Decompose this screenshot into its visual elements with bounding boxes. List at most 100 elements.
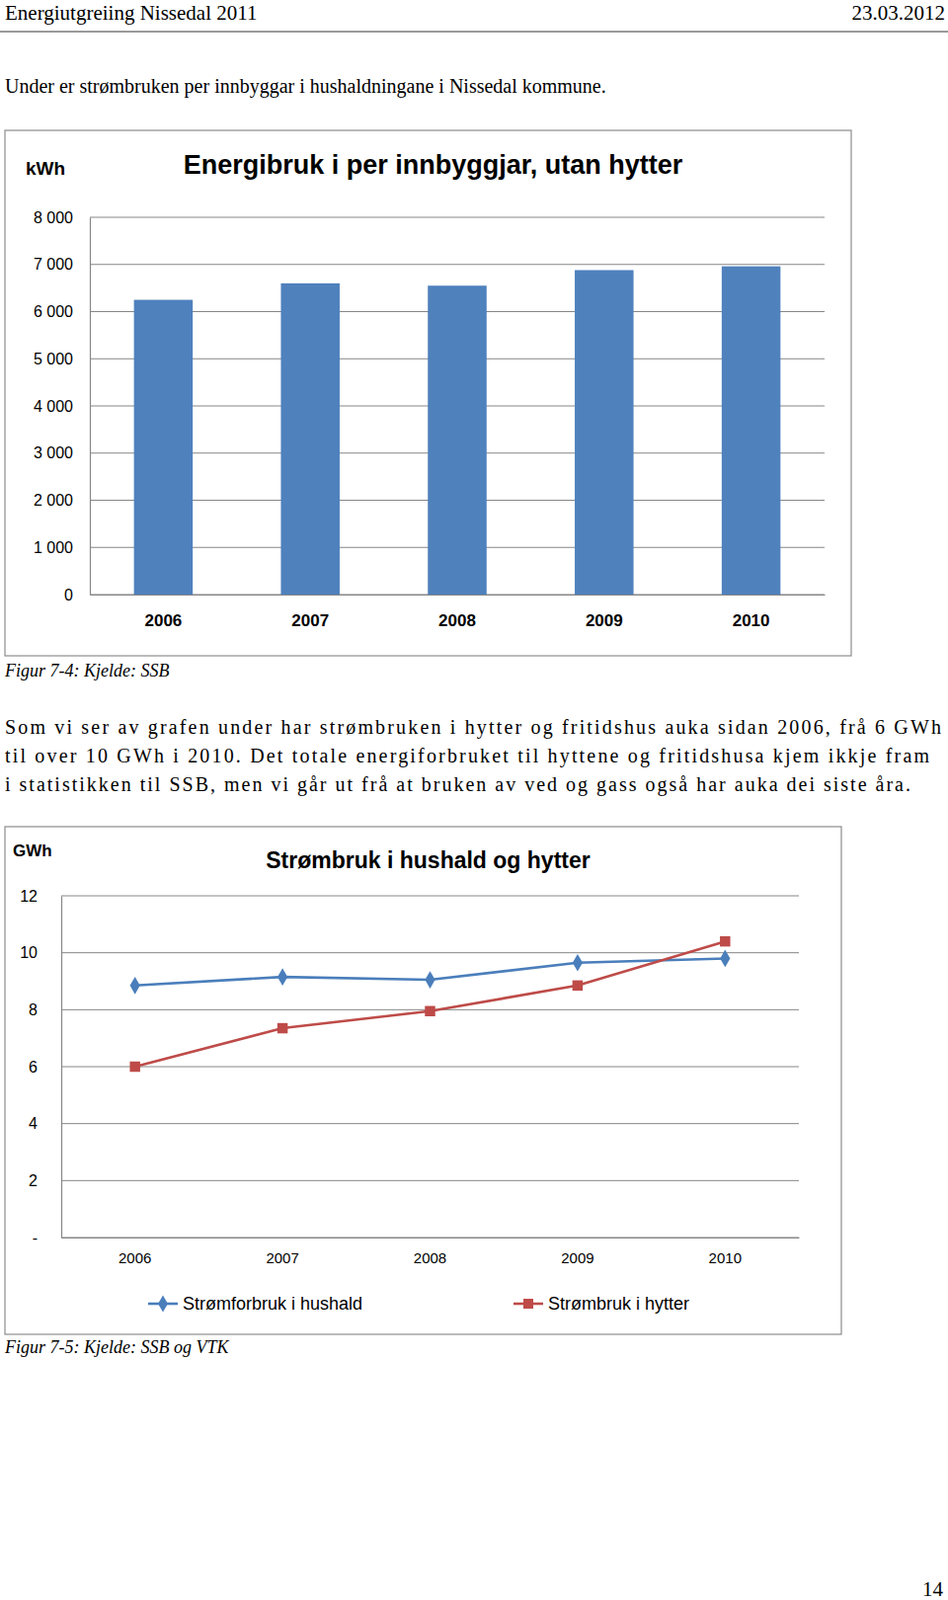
point xyxy=(129,1061,140,1072)
intro-text: Under er strømbruken per innbyggar i hus… xyxy=(4,75,607,98)
y-axis: - 2 4 6 8 10 12 xyxy=(19,887,62,1247)
x-tick-label: 2007 xyxy=(291,611,329,631)
header-title: Energiutgreiing Nissedal 2011 xyxy=(4,0,257,25)
header-rule xyxy=(0,31,948,33)
chart-frame xyxy=(4,130,852,656)
x-tick-label: 2010 xyxy=(709,1249,742,1266)
background xyxy=(0,0,948,1600)
legend-item: Strømbruk i hytter xyxy=(513,1293,690,1314)
axis-title: kWh xyxy=(25,158,66,179)
y-tick: 8 xyxy=(28,1001,62,1019)
y-tick: 12 xyxy=(19,887,62,905)
y-axis-line xyxy=(61,896,63,1239)
y-tick: 6 000 xyxy=(33,303,90,320)
y-tick: 5 000 xyxy=(33,350,90,368)
grid-line xyxy=(61,895,799,897)
chart-frame xyxy=(4,826,842,1335)
page-number: 14 xyxy=(922,1577,945,1600)
x-tick-label: 2009 xyxy=(560,1249,594,1266)
grid-line xyxy=(89,263,825,265)
y-axis: 01 0002 0003 0004 0005 0006 0007 0008 00… xyxy=(33,209,91,604)
y-tick-label: 2 xyxy=(28,1172,38,1189)
x-tick-label: 2010 xyxy=(732,611,771,631)
grid-line xyxy=(61,1180,799,1182)
point xyxy=(277,1023,288,1033)
grid-line xyxy=(89,217,825,219)
page: Energiutgreiing Nissedal 2011 23.03.2012 U… xyxy=(0,0,948,1600)
point xyxy=(277,967,288,986)
point xyxy=(424,970,435,989)
grid-line xyxy=(61,1066,799,1068)
legend: Strømforbruk i hushald Strømbruk i hytter xyxy=(148,1293,690,1314)
x-tick: 2007 xyxy=(265,1237,299,1266)
chart-title: Strømbruk i hushald og hytter xyxy=(265,847,590,873)
legend-item: Strømforbruk i hushald xyxy=(148,1293,363,1314)
x-tick: 2008 xyxy=(438,594,476,631)
y-tick-label: 7 000 xyxy=(33,255,74,273)
y-tick: 8 000 xyxy=(33,209,90,227)
bar xyxy=(427,285,487,595)
y-tick: 7 000 xyxy=(33,255,90,273)
y-tick: 2 xyxy=(28,1172,62,1189)
x-axis-line xyxy=(90,594,826,596)
axis-title: GWh xyxy=(12,841,53,861)
x-tick-label: 2007 xyxy=(265,1249,299,1266)
point xyxy=(424,1006,435,1017)
y-tick-label: 2 000 xyxy=(33,491,74,509)
y-tick-label: - xyxy=(32,1229,38,1247)
x-tick: 2007 xyxy=(291,594,329,631)
y-tick-label: 10 xyxy=(19,944,38,961)
y-tick: 2 000 xyxy=(33,491,90,509)
x-tick: 2006 xyxy=(118,1237,152,1266)
grid xyxy=(89,217,825,595)
bar xyxy=(721,266,782,595)
legend-marker xyxy=(523,1298,534,1309)
paragraph-line: i statistikken til SSB, men vi går ut fr… xyxy=(4,773,911,796)
y-tick: 1 000 xyxy=(33,539,90,556)
y-tick-label: 12 xyxy=(19,887,38,905)
y-tick: - xyxy=(32,1229,62,1247)
grid-line xyxy=(61,1122,799,1124)
y-axis-line xyxy=(89,218,91,596)
y-tick-label: 6 xyxy=(28,1058,38,1076)
x-tick: 2010 xyxy=(709,1237,742,1266)
chart-title: Energibruk i per innbyggjar, utan hytter xyxy=(183,150,684,180)
point xyxy=(572,953,583,972)
legend-label: Strømforbruk i hushald xyxy=(182,1293,363,1314)
plot-marks xyxy=(134,266,782,595)
y-tick-label: 0 xyxy=(64,586,74,604)
y-tick-label: 8 000 xyxy=(33,209,74,227)
y-tick-label: 6 000 xyxy=(33,303,74,320)
x-tick-label: 2008 xyxy=(413,1249,447,1266)
y-tick-label: 5 000 xyxy=(33,350,74,368)
header-date: 23.03.2012 xyxy=(852,0,947,25)
x-tick-label: 2006 xyxy=(144,611,182,631)
chart: Strømbruk i hushald og hytter GWh - 2 4 6 8 10 1… xyxy=(4,826,842,1335)
legend-label: Strømbruk i hytter xyxy=(548,1293,690,1314)
point xyxy=(572,980,583,991)
point xyxy=(719,949,730,968)
x-tick-label: 2006 xyxy=(118,1249,152,1266)
chart: Energibruk i per innbyggjar, utan hytter… xyxy=(4,130,852,656)
y-tick: 0 xyxy=(64,586,90,604)
x-tick: 2006 xyxy=(144,594,182,631)
x-tick: 2009 xyxy=(560,1237,594,1266)
x-axis: 2006 2007 2008 2009 2010 xyxy=(90,594,826,631)
y-tick-label: 1 000 xyxy=(33,539,74,556)
x-axis-line xyxy=(62,1237,800,1239)
bar xyxy=(574,269,634,595)
point xyxy=(130,976,141,995)
y-tick-label: 3 000 xyxy=(33,444,74,462)
x-tick: 2008 xyxy=(413,1237,447,1266)
paragraph-line: Som vi ser av grafen under har strømbruk… xyxy=(4,715,942,739)
bar xyxy=(280,283,340,595)
x-tick-label: 2008 xyxy=(438,611,476,631)
y-tick-label: 4 xyxy=(28,1114,38,1132)
legend-marker xyxy=(158,1294,168,1312)
y-tick: 3 000 xyxy=(33,444,90,462)
figure-caption: Figur 7-4: Kjelde: SSB xyxy=(3,660,169,681)
x-tick-label: 2009 xyxy=(585,611,624,631)
x-tick: 2010 xyxy=(732,594,771,631)
y-tick-label: 8 xyxy=(28,1001,38,1019)
plot-marks xyxy=(129,936,730,1072)
